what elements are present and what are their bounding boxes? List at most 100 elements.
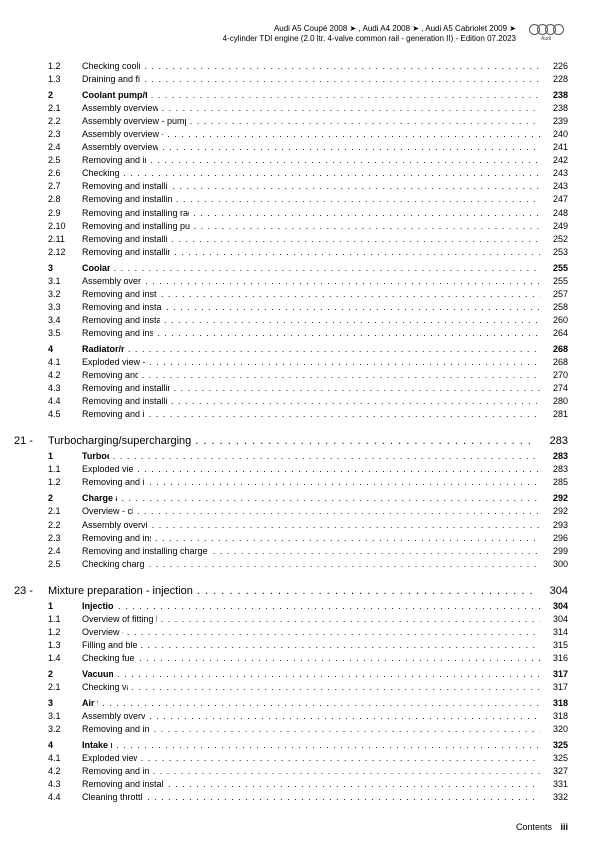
toc-item: 3.1Assembly overview - coolant pipes255 xyxy=(48,275,568,288)
leader-dots xyxy=(174,246,540,259)
leader-dots xyxy=(161,288,540,301)
entry-page: 300 xyxy=(544,558,568,571)
entry-page: 293 xyxy=(544,519,568,532)
entry-number: 4.1 xyxy=(48,356,82,369)
entry-title: Turbocharger xyxy=(82,450,109,463)
leader-dots xyxy=(164,314,540,327)
entry-page: 268 xyxy=(544,343,568,356)
leader-dots xyxy=(114,262,540,275)
chapter-page: 304 xyxy=(540,585,568,597)
entry-number: 3.2 xyxy=(48,288,82,301)
toc-item: 3.1Assembly overview - air filter housin… xyxy=(48,710,568,723)
leader-dots xyxy=(154,723,540,736)
leader-dots xyxy=(197,585,536,597)
entry-number: 2 xyxy=(48,668,82,681)
header-line-2: 4-cylinder TDI engine (2.0 ltr. 4-valve … xyxy=(223,34,516,44)
entry-page: 243 xyxy=(544,180,568,193)
toc-item: 2.1Checking vacuum system317 xyxy=(48,681,568,694)
toc-item: 3.2Removing and installing coolant pipe … xyxy=(48,288,568,301)
toc-item: 1.2Removing and installing turbocharger2… xyxy=(48,476,568,489)
footer-page: iii xyxy=(560,822,568,832)
leader-dots xyxy=(149,476,540,489)
leader-dots xyxy=(171,395,540,408)
entry-page: 315 xyxy=(544,639,568,652)
entry-page: 274 xyxy=(544,382,568,395)
entry-page: 283 xyxy=(544,463,568,476)
entry-number: 2.3 xyxy=(48,128,82,141)
toc-item: 1.3Draining and filling cooling system22… xyxy=(48,73,568,86)
chapter-title: Mixture preparation - injection xyxy=(48,585,193,597)
entry-title: Assembly overview - coolant pipes xyxy=(82,275,141,288)
toc-item: 4.2Removing and installing intake manifo… xyxy=(48,765,568,778)
entry-number: 2.5 xyxy=(48,154,82,167)
entry-title: Overview of fitting locations - injectio… xyxy=(82,613,157,626)
entry-title: Exploded view - turbocharger xyxy=(82,463,133,476)
entry-number: 4.1 xyxy=(48,752,82,765)
leader-dots xyxy=(141,752,540,765)
entry-page: 325 xyxy=(544,739,568,752)
leader-dots xyxy=(161,613,540,626)
entry-title: Removing and installing turbocharger xyxy=(82,476,145,489)
audi-logo: Audi xyxy=(524,24,568,48)
leader-dots xyxy=(121,492,540,505)
leader-dots xyxy=(116,739,540,752)
leader-dots xyxy=(162,141,540,154)
header-text: Audi A5 Coupé 2008 ➤ , Audi A4 2008 ➤ , … xyxy=(223,24,516,45)
toc-item: 2.3Removing and installing charge air co… xyxy=(48,532,568,545)
leader-dots xyxy=(102,697,540,710)
entry-title: Overview - charge air system xyxy=(82,505,133,518)
entry-number: 4 xyxy=(48,739,82,752)
chapter-number: 21 - xyxy=(14,435,48,447)
chapter-title: Turbocharging/supercharging xyxy=(48,435,191,447)
footer-label: Contents xyxy=(516,822,552,832)
entry-title: Assembly overview - pump for exhaust gas… xyxy=(82,115,186,128)
entry-page: 252 xyxy=(544,233,568,246)
entry-number: 4.2 xyxy=(48,369,82,382)
entry-page: 318 xyxy=(544,710,568,723)
chapter-page: 283 xyxy=(540,435,568,447)
toc-item: 4.2Removing and installing radiator270 xyxy=(48,369,568,382)
entry-number: 1.3 xyxy=(48,73,82,86)
entry-page: 258 xyxy=(544,301,568,314)
entry-title: Intake manifold xyxy=(82,739,112,752)
entry-page: 226 xyxy=(544,60,568,73)
entry-title: Overview - fuel system xyxy=(82,626,123,639)
entry-number: 3.1 xyxy=(48,275,82,288)
toc-item: 2.10Removing and installing pump for exh… xyxy=(48,220,568,233)
entry-number: 4.4 xyxy=(48,395,82,408)
toc-item: 3.3Removing and installing coolant pipe … xyxy=(48,301,568,314)
entry-title: Removing and installing intake manifold xyxy=(82,765,149,778)
toc-heading: 4Intake manifold 325 xyxy=(48,739,568,752)
entry-title: Removing and installing radiator fans xyxy=(82,408,145,421)
entry-title: Removing and installing coolant pipe (re… xyxy=(82,327,153,340)
entry-number: 2.1 xyxy=(48,681,82,694)
toc-heading: 1Turbocharger283 xyxy=(48,450,568,463)
entry-page: 243 xyxy=(544,167,568,180)
entry-number: 2.1 xyxy=(48,102,82,115)
leader-dots xyxy=(127,626,540,639)
toc-heading: 4Radiator/radiator fans268 xyxy=(48,343,568,356)
entry-title: Removing and installing coolant valve fo… xyxy=(82,246,170,259)
entry-number: 2.9 xyxy=(48,207,82,220)
leader-dots xyxy=(128,343,540,356)
toc-chapter: 21 -Turbocharging/supercharging 283 xyxy=(14,435,568,447)
leader-dots xyxy=(152,519,540,532)
leader-dots xyxy=(162,102,540,115)
leader-dots xyxy=(167,128,540,141)
toc-item: 3.2Removing and installing air filter ho… xyxy=(48,723,568,736)
entry-title: Removing and installing radiator cowl wi… xyxy=(82,382,170,395)
entry-title: Removing and installing throttle valve m… xyxy=(82,778,164,791)
toc-item: 2.6Checking thermostat243 xyxy=(48,167,568,180)
entry-page: 260 xyxy=(544,314,568,327)
toc-item: 1.2Checking cooling system for leaks226 xyxy=(48,60,568,73)
toc-item: 2.4Removing and installing charge pressu… xyxy=(48,545,568,558)
toc-heading: 2Vacuum system317 xyxy=(48,668,568,681)
entry-page: 249 xyxy=(544,220,568,233)
entry-title: Assembly overview - coolant circulation … xyxy=(82,128,163,141)
toc-item: 4.5Removing and installing radiator fans… xyxy=(48,408,568,421)
entry-page: 238 xyxy=(544,89,568,102)
entry-number: 2.12 xyxy=(48,246,82,259)
entry-number: 3.2 xyxy=(48,723,82,736)
leader-dots xyxy=(174,382,540,395)
entry-page: 317 xyxy=(544,668,568,681)
